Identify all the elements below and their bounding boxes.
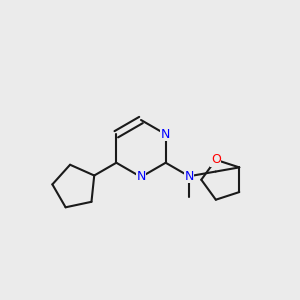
Text: N: N — [184, 170, 194, 183]
Text: O: O — [211, 153, 221, 166]
Text: N: N — [136, 170, 146, 184]
Text: N: N — [161, 128, 170, 141]
